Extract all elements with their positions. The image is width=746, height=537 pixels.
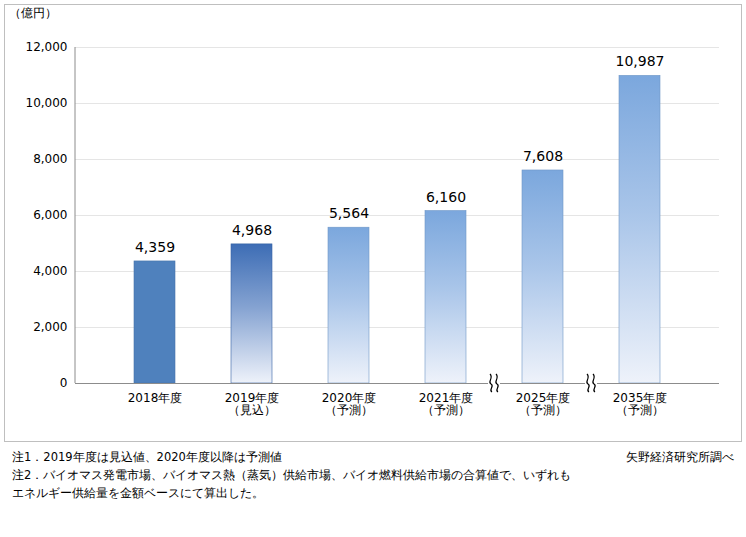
svg-text:6,000: 6,000 — [33, 208, 67, 222]
svg-text:4,000: 4,000 — [33, 264, 67, 278]
svg-text:2021年度（予測）: 2021年度（予測） — [419, 391, 474, 417]
svg-text:4,968: 4,968 — [232, 222, 272, 238]
svg-text:（億円）: （億円） — [9, 6, 57, 20]
svg-text:8,000: 8,000 — [33, 152, 67, 166]
svg-text:2019年度（見込）: 2019年度（見込） — [225, 391, 280, 417]
html-text:注2．バイオマス発電市場、バイオマス熱（蒸気）供給市場、バイ: 注2．バイオマス発電市場、バイオマス熱（蒸気）供給市場、バイオ燃料供給市場の合算… — [12, 468, 572, 500]
svg-text:10,987: 10,987 — [616, 53, 665, 69]
svg-text:6,160: 6,160 — [426, 189, 466, 205]
html-text:注1．2019年度は見込値、2020年度以降は予測値: 注1．2019年度は見込値、2020年度以降は予測値 — [12, 450, 282, 464]
svg-text:5,564: 5,564 — [329, 205, 369, 221]
svg-text:7,608: 7,608 — [523, 148, 563, 164]
svg-text:2025年度（予測）: 2025年度（予測） — [516, 391, 571, 417]
svg-text:0: 0 — [60, 376, 68, 390]
html-text:矢野経済研究所調べ: 矢野経済研究所調べ — [626, 450, 734, 464]
svg-text:10,000: 10,000 — [26, 96, 68, 110]
svg-text:12,000: 12,000 — [26, 40, 68, 54]
svg-text:2018年度: 2018年度 — [128, 391, 183, 405]
svg-text:2020年度（予測）: 2020年度（予測） — [322, 391, 377, 417]
svg-text:2,000: 2,000 — [33, 320, 67, 334]
svg-text:2035年度（予測）: 2035年度（予測） — [613, 391, 668, 417]
svg-text:4,359: 4,359 — [135, 239, 175, 255]
